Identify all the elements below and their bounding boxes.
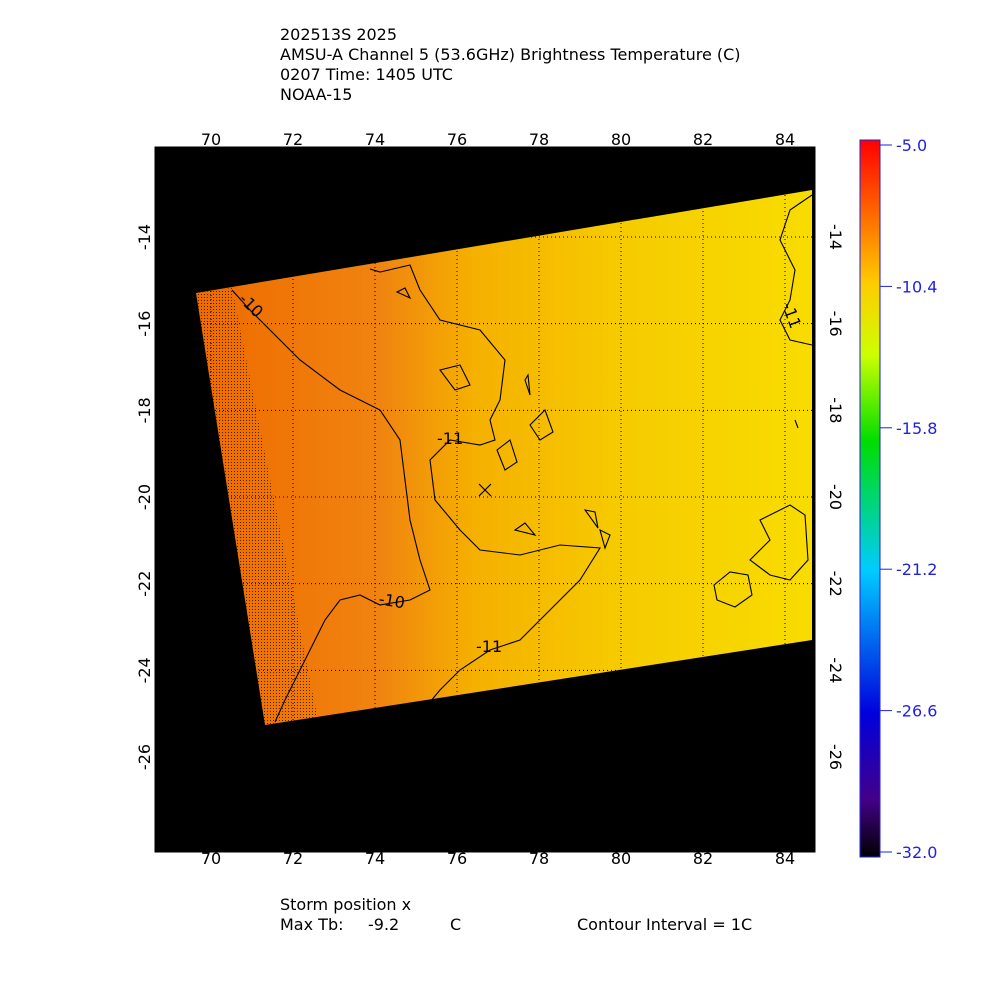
lon-tick-label: 82 — [693, 849, 713, 868]
lat-tick-label: -26 — [135, 744, 154, 770]
title-line: 202513S 2025 — [280, 25, 397, 44]
lon-tick-label: 80 — [611, 130, 631, 149]
colorbar-tick-label: -21.2 — [896, 560, 937, 579]
lon-tick-label: 76 — [447, 130, 467, 149]
lon-tick-label: 80 — [611, 849, 631, 868]
colorbar-tick-label: -10.4 — [896, 277, 937, 296]
lat-tick-label: -20 — [135, 484, 154, 510]
grid: 70 70 72 72 74 74 76 76 78 78 80 80 82 82 84 84 -14 -14 -1… — [135, 130, 845, 868]
contour-line — [231, 289, 431, 723]
lon-tick-label: 84 — [775, 130, 795, 149]
lat-tick-label: -22 — [135, 571, 154, 597]
colorbar-tick-label: -5.0 — [896, 136, 927, 155]
swath-edge — [196, 288, 318, 725]
lat-tick-label: -14 — [135, 224, 154, 250]
contour-label: -11 — [476, 637, 502, 656]
lat-tick-label: -20 — [826, 484, 845, 510]
colorbar — [859, 139, 881, 858]
max-tb-unit: C — [450, 915, 461, 934]
swath — [196, 190, 812, 725]
contour-label: -11 — [437, 429, 463, 448]
lon-tick-label: 78 — [529, 849, 549, 868]
contour-line — [369, 264, 601, 709]
lat-tick-label: -16 — [135, 311, 154, 337]
lon-tick-label: 72 — [283, 849, 303, 868]
lat-tick-label: -18 — [135, 397, 154, 423]
contour-line — [395, 194, 813, 608]
lon-tick-label: 72 — [283, 130, 303, 149]
colorbar-tick-label: -32.0 — [896, 843, 937, 862]
colorbar-ticks: -5.0 -10.4 -15.8 -21.2 -26.6 -32.0 — [880, 136, 937, 862]
contour-interval: Contour Interval = 1C — [577, 915, 752, 934]
lon-tick-label: 70 — [201, 849, 221, 868]
contours — [231, 194, 813, 723]
lon-tick-label: 76 — [447, 849, 467, 868]
lat-tick-label: -16 — [826, 311, 845, 337]
title-line: NOAA-15 — [280, 85, 352, 104]
colorbar-tick-label: -15.8 — [896, 419, 937, 438]
storm-legend: Storm position x — [280, 895, 411, 914]
title-line: AMSU-A Channel 5 (53.6GHz) Brightness Te… — [280, 45, 741, 64]
lat-tick-label: -14 — [826, 224, 845, 250]
lon-tick-label: 74 — [365, 849, 385, 868]
max-tb-label: Max Tb: — [280, 915, 343, 934]
colorbar-tick-label: -26.6 — [896, 702, 937, 721]
max-tb-value: -9.2 — [368, 915, 399, 934]
storm-marker — [478, 483, 492, 497]
lat-tick-label: -18 — [826, 397, 845, 423]
lon-tick-label: 78 — [529, 130, 549, 149]
lat-tick-label: -22 — [826, 571, 845, 597]
lat-tick-label: -26 — [826, 744, 845, 770]
lon-tick-label: 82 — [693, 130, 713, 149]
lon-tick-label: 70 — [201, 130, 221, 149]
title-line: 0207 Time: 1405 UTC — [280, 65, 453, 84]
lat-tick-label: -24 — [135, 657, 154, 683]
lat-tick-label: -24 — [826, 657, 845, 683]
lon-tick-label: 74 — [365, 130, 385, 149]
lon-tick-label: 84 — [775, 849, 795, 868]
contour-label: -10 — [377, 589, 406, 612]
